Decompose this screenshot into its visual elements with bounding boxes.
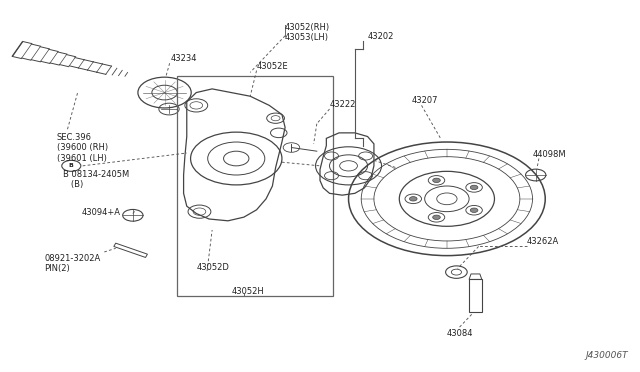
Circle shape: [470, 208, 478, 212]
Bar: [177, 76, 333, 296]
Text: 43202: 43202: [367, 32, 394, 41]
Circle shape: [433, 178, 440, 183]
Text: 08921-3202A
PIN(2): 08921-3202A PIN(2): [44, 254, 100, 273]
Text: SEC.396
(39600 (RH)
(39601 (LH): SEC.396 (39600 (RH) (39601 (LH): [57, 133, 108, 163]
Text: J430006T: J430006T: [585, 351, 628, 360]
Text: 43234: 43234: [171, 54, 197, 63]
Text: 43084: 43084: [447, 329, 474, 338]
Circle shape: [433, 215, 440, 219]
Text: 43222: 43222: [330, 100, 356, 109]
Text: 43094+A: 43094+A: [82, 208, 121, 217]
Text: 43262A: 43262A: [526, 237, 559, 247]
Text: 43052(RH)
43053(LH): 43052(RH) 43053(LH): [285, 23, 330, 42]
Text: 44098M: 44098M: [532, 150, 566, 158]
Text: 43207: 43207: [412, 96, 438, 105]
Circle shape: [410, 197, 417, 201]
Text: 43052E: 43052E: [257, 62, 288, 71]
Bar: [469, 279, 482, 312]
Text: B 08134-2405M
   (B): B 08134-2405M (B): [63, 170, 129, 189]
Text: 43052H: 43052H: [231, 287, 264, 296]
Circle shape: [470, 185, 478, 190]
Text: B: B: [69, 163, 74, 169]
Text: 43052D: 43052D: [196, 263, 229, 272]
